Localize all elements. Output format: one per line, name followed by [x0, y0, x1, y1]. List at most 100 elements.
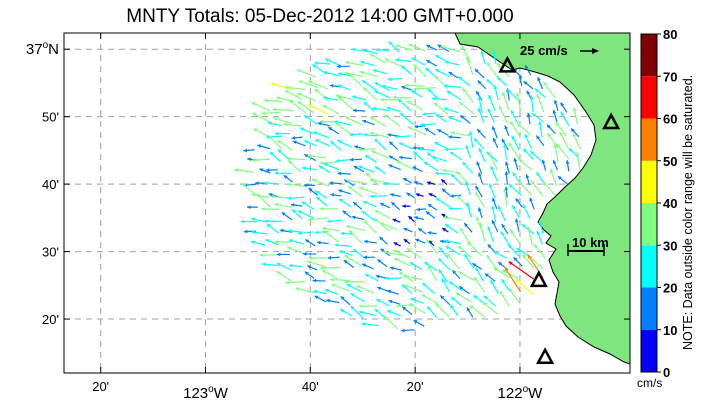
current-vector-head [486, 79, 491, 84]
radar-stations [498, 55, 621, 365]
gridlines [64, 33, 630, 373]
current-vector-head [502, 143, 507, 148]
current-vector-head [322, 270, 327, 274]
current-vector-head [339, 250, 343, 254]
current-vector-head [498, 262, 503, 266]
current-vector-head [410, 297, 415, 302]
current-vector-head [365, 155, 369, 159]
current-vector-head [314, 190, 319, 195]
current-vector-head [369, 131, 374, 136]
current-vector-head [304, 271, 309, 276]
current-vector-head [508, 261, 513, 266]
current-vector-head [234, 168, 238, 172]
current-vector-head [388, 164, 393, 168]
current-vector-head [443, 107, 448, 111]
current-vector-head [350, 293, 355, 297]
current-vector-head [314, 139, 319, 143]
current-vector-head [552, 160, 557, 164]
current-vector-head [479, 222, 484, 227]
current-vector-head [338, 72, 342, 76]
current-vector-head [477, 129, 481, 133]
current-vector-head [427, 204, 432, 208]
current-vector-head [414, 124, 419, 129]
current-vector-head [486, 62, 491, 67]
current-vector-head [450, 194, 454, 198]
current-vector-head [314, 88, 319, 93]
current-vector-head [450, 173, 455, 178]
current-vector-head [288, 238, 293, 243]
current-vector-head [440, 295, 445, 300]
current-vector-head [377, 286, 382, 291]
current-vector-head [555, 121, 560, 126]
colorbar-segment [641, 203, 657, 246]
current-vector-head [284, 90, 289, 94]
current-vector-head [501, 91, 506, 96]
current-vector [272, 108, 294, 112]
current-vector-head [344, 279, 348, 284]
colorbar-segment [641, 118, 657, 161]
current-vector-head [353, 165, 358, 170]
current-vector-head [274, 171, 279, 176]
current-vector-head [251, 102, 256, 106]
current-vector-head [448, 281, 453, 286]
current-vector-head [305, 239, 310, 244]
current-vector-head [253, 128, 258, 132]
current-vector-head [251, 193, 256, 197]
lat-tick-label: 30' [42, 245, 59, 260]
current-vector-head [347, 186, 352, 190]
current-vector-head [536, 93, 541, 98]
current-vector-head [516, 248, 521, 252]
current-vector-head [327, 255, 332, 260]
current-vector-head [491, 205, 495, 210]
current-vector-head [387, 77, 392, 82]
current-vector-head [474, 68, 479, 73]
current-vector-head [264, 98, 268, 103]
current-vector-head [396, 160, 401, 164]
current-vector-head [384, 114, 389, 119]
current-vector-head [543, 181, 547, 186]
current-vector-head [457, 245, 462, 250]
current-vector-head [549, 168, 554, 173]
current-vector-head [442, 168, 447, 173]
scale-bar: 10 km [567, 235, 609, 256]
current-vector-head [380, 248, 385, 253]
current-vector-head [351, 47, 355, 52]
current-vector-head [376, 299, 381, 303]
current-vector-head [422, 112, 426, 116]
current-vector-head [477, 107, 482, 112]
current-vector-head [388, 41, 393, 46]
current-vector-head [519, 181, 523, 186]
current-vector-head [296, 69, 301, 73]
current-vector-head [387, 310, 392, 314]
current-vector [504, 267, 522, 293]
current-vector-head [250, 240, 255, 245]
current-vector-head [411, 57, 416, 61]
current-vector-head [448, 116, 453, 120]
current-vector-head [402, 306, 407, 311]
colorbar-label: 70 [663, 69, 677, 84]
current-vector-head [510, 229, 514, 234]
current-vector-head [556, 143, 561, 148]
colorbar-label: 20 [663, 281, 677, 296]
current-vector-head [381, 84, 386, 89]
current-vector-head [543, 81, 547, 86]
current-vector-head [265, 168, 270, 172]
current-vector-head [508, 244, 512, 249]
current-vector-head [501, 223, 506, 228]
current-vector-head [487, 108, 492, 113]
current-vector-head [374, 218, 379, 223]
current-vector-head [443, 84, 448, 88]
current-vector-head [441, 188, 446, 193]
current-vector-head [483, 295, 488, 300]
current-vector-head [379, 236, 384, 241]
current-vector-head [307, 217, 312, 222]
current-vector-head [487, 226, 492, 231]
current-vector-head [434, 75, 439, 80]
current-vector-head [326, 219, 331, 224]
current-vector-head [279, 228, 284, 233]
lat-tick-label: 20' [42, 312, 59, 327]
current-vector-head [390, 266, 394, 271]
current-vector-head [445, 60, 449, 65]
current-vector-head [307, 104, 312, 108]
current-vector-head [426, 44, 431, 49]
